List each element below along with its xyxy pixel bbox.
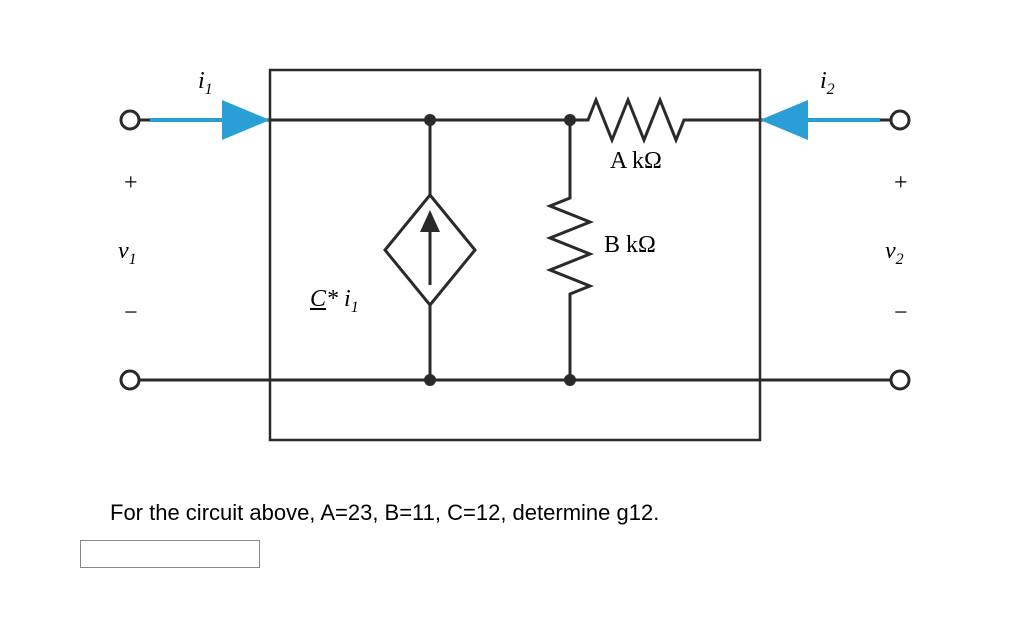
i2-label: i2 [820, 68, 835, 99]
v1-plus: + [124, 170, 138, 197]
ccvs-label: C* i1 [310, 286, 359, 317]
question-text: For the circuit above, A=23, B=11, C=12,… [110, 500, 659, 526]
circuit-diagram: i1 i2 + v1 − + v2 − A kΩ B kΩ C* i1 [80, 40, 950, 440]
v1-minus: − [124, 300, 138, 327]
v2-plus: + [894, 170, 908, 197]
answer-input[interactable] [80, 540, 260, 568]
i1-label: i1 [198, 68, 213, 99]
r-top-label: A kΩ [610, 148, 662, 175]
v2-label: v2 [885, 238, 904, 269]
two-port-box [270, 70, 760, 440]
circuit-svg [80, 40, 950, 450]
v1-label: v1 [118, 238, 137, 269]
r-mid-label: B kΩ [604, 232, 656, 259]
v2-minus: − [894, 300, 908, 327]
